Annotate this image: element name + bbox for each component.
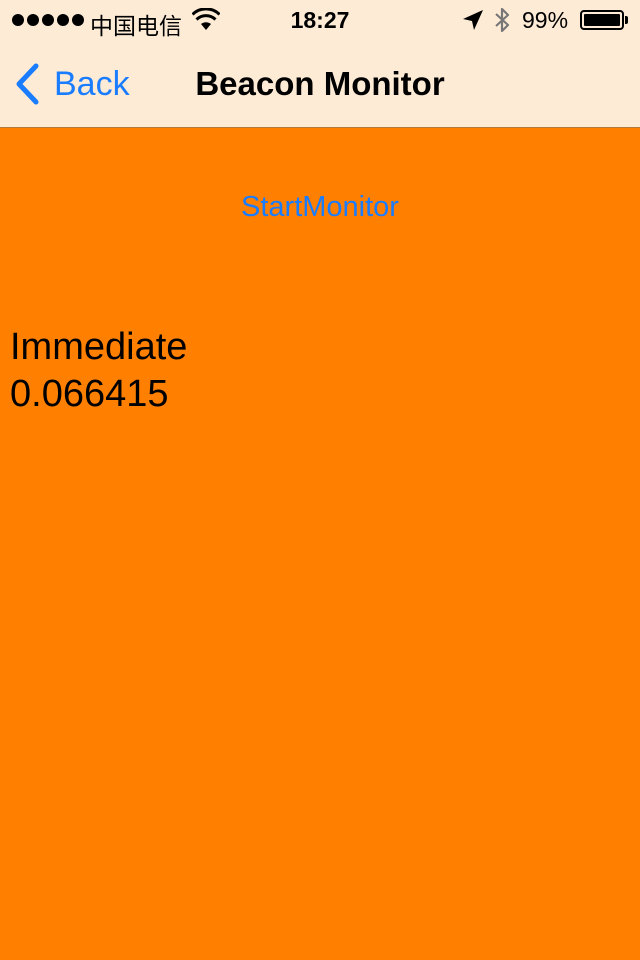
- distance-value: 0.066415: [10, 373, 169, 415]
- page-title: Beacon Monitor: [195, 65, 445, 102]
- start-monitor-button[interactable]: StartMonitor: [241, 191, 399, 223]
- chevron-left-icon: [16, 63, 39, 105]
- back-button-label: Back: [54, 64, 130, 103]
- back-button[interactable]: Back: [14, 62, 130, 106]
- wifi-icon: [192, 8, 220, 30]
- status-bar: 中国电信 18:27 99%: [0, 0, 640, 40]
- battery-icon: [580, 10, 628, 30]
- bluetooth-icon: [495, 7, 510, 33]
- location-arrow-icon: [463, 10, 483, 30]
- carrier-name: 中国电信: [90, 13, 182, 39]
- signal-strength-icon: [12, 14, 84, 26]
- navigation-bar: 中国电信 18:27 99% Back Beacon Monitor: [0, 0, 640, 128]
- battery-percentage: 99%: [522, 7, 569, 33]
- proximity-label: Immediate: [10, 326, 188, 368]
- status-time: 18:27: [290, 7, 350, 33]
